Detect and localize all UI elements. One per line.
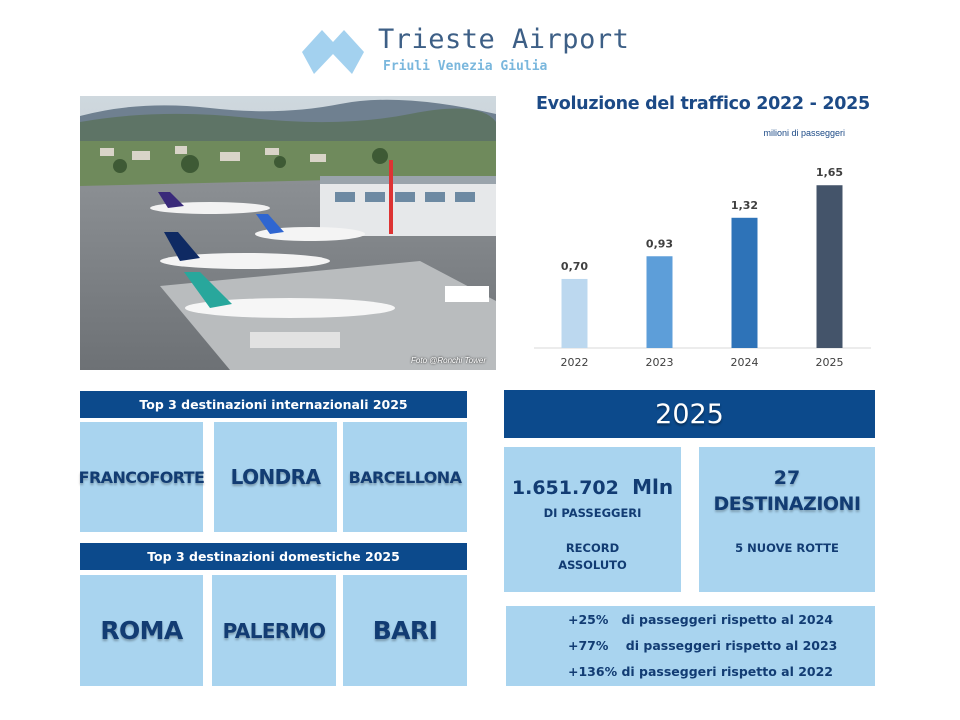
dom-destination-1: ROMA bbox=[80, 575, 203, 686]
value-label-2025: 1,65 bbox=[816, 166, 843, 179]
new-routes-label: 5 NUOVE ROTTE bbox=[735, 541, 839, 555]
bar-2024 bbox=[731, 217, 758, 348]
destinations-stat-box: 27 DESTINAZIONI 5 NUOVE ROTTE bbox=[699, 447, 875, 592]
growth-box: +25% di passeggeri rispetto al 2024 +77%… bbox=[506, 606, 875, 686]
growth-vs-2022: +136% di passeggeri rispetto al 2022 bbox=[568, 664, 834, 679]
year-banner: 2025 bbox=[504, 390, 875, 438]
chart-title: Evoluzione del traffico 2022 - 2025 bbox=[536, 94, 870, 114]
record-line-2: ASSOLUTO bbox=[558, 558, 627, 572]
x-tick-2024: 2024 bbox=[731, 356, 759, 369]
value-label-2022: 0,70 bbox=[561, 260, 588, 273]
chart-unit-label: milioni di passeggeri bbox=[763, 128, 845, 138]
destinations-count: 27 bbox=[773, 467, 801, 489]
dom-destination-2: PALERMO bbox=[212, 575, 336, 686]
photo-credit: Foto @Ronchi Tower bbox=[411, 356, 486, 365]
bar-2023 bbox=[646, 256, 673, 348]
passengers-stat-box: 1.651.702 Mln DI PASSEGGERI RECORD ASSOL… bbox=[504, 447, 681, 592]
x-tick-2025: 2025 bbox=[816, 356, 844, 369]
brand-subtitle: Friuli Venezia Giulia bbox=[383, 59, 548, 74]
value-label-2024: 1,32 bbox=[731, 199, 758, 212]
bar-2022 bbox=[561, 278, 588, 348]
record-line-1: RECORD bbox=[565, 541, 620, 555]
passengers-label: DI PASSEGGERI bbox=[543, 506, 642, 520]
traffic-bar-chart: 0,70 2022 0,93 2023 1,32 2024 1,65 2025 bbox=[534, 166, 871, 369]
passengers-value-line: 1.651.702 Mln bbox=[504, 475, 681, 499]
growth-vs-2023: +77% di passeggeri rispetto al 2023 bbox=[568, 638, 838, 653]
x-tick-2022: 2022 bbox=[561, 356, 589, 369]
intl-destination-1: FRANCOFORTE bbox=[79, 422, 205, 532]
passengers-unit: Mln bbox=[632, 475, 674, 499]
bar-2025 bbox=[816, 185, 843, 348]
passengers-value: 1.651.702 bbox=[511, 477, 619, 499]
value-label-2023: 0,93 bbox=[646, 237, 673, 250]
airport-logo-icon bbox=[302, 30, 364, 74]
intl-destination-2: LONDRA bbox=[214, 422, 337, 532]
x-tick-2023: 2023 bbox=[646, 356, 674, 369]
destinations-label: DESTINAZIONI bbox=[713, 493, 861, 515]
brand-title: Trieste Airport bbox=[378, 24, 630, 55]
growth-vs-2024: +25% di passeggeri rispetto al 2024 bbox=[568, 612, 834, 627]
domestic-header: Top 3 destinazioni domestiche 2025 bbox=[80, 543, 467, 570]
international-header: Top 3 destinazioni internazionali 2025 bbox=[80, 391, 467, 418]
dom-destination-3: BARI bbox=[343, 575, 467, 686]
airport-apron-photo: Foto @Ronchi Tower bbox=[80, 96, 496, 370]
intl-destination-3: BARCELLONA bbox=[343, 422, 467, 532]
